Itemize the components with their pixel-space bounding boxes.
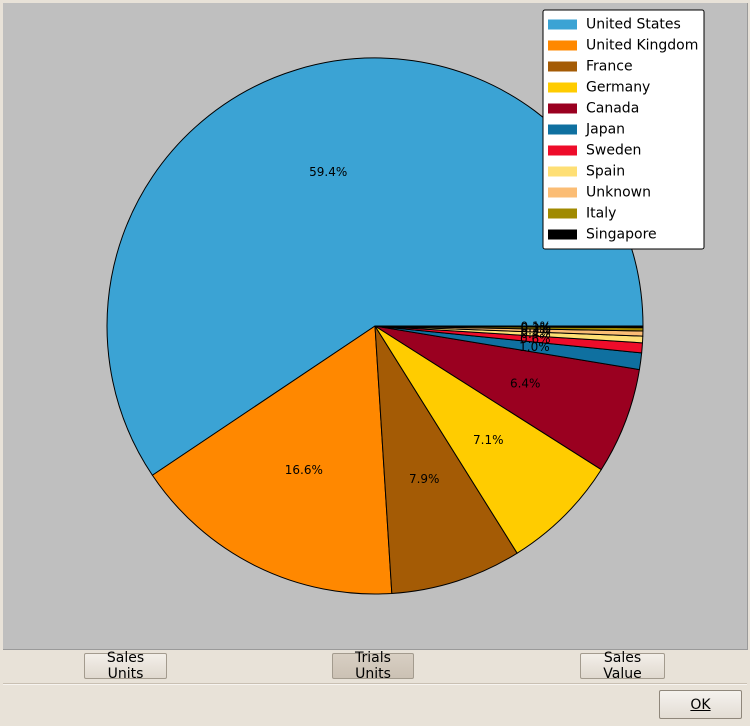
- legend-box: [542, 9, 705, 250]
- legend-label-singapore: Singapore: [586, 227, 657, 243]
- legend-swatch-united-kingdom: [548, 40, 577, 51]
- percentage-labels: 59.4% 16.6% 7.9% 7.1% 6.4% 1.0%0.6%0.4%0.3%0.…: [285, 165, 551, 486]
- pct-label-singapore: 0.1%: [521, 320, 552, 334]
- slice-france: [374, 325, 518, 594]
- legend-swatch-singapore: [548, 229, 577, 240]
- legend-label-italy: Italy: [586, 206, 616, 222]
- legend-label-spain: Spain: [586, 164, 625, 180]
- sales-units-button[interactable]: Sales Units: [84, 650, 167, 682]
- pct-label-spain: 0.4%: [520, 327, 551, 341]
- sales-value-button[interactable]: Sales Value: [580, 650, 665, 682]
- pct-label-united-kingdom: 16.6%: [285, 463, 323, 477]
- legend: United States United Kingdom France Germany…: [542, 9, 705, 250]
- chart-panel: 59.4% 16.6% 7.9% 7.1% 6.4% 1.0% 0.6% 0.4% 0.3% 0.…: [3, 3, 748, 650]
- pct-label-united-states: 59.4%: [309, 165, 347, 179]
- separator: [3, 683, 747, 685]
- legend-swatch-canada: [548, 103, 577, 114]
- legend-swatch-italy: [548, 208, 577, 219]
- slice-germany: [374, 325, 602, 554]
- legend-label-united-kingdom: United Kingdom: [586, 38, 698, 54]
- trials-units-button[interactable]: Trials Units: [332, 650, 414, 682]
- ok-button[interactable]: OK: [659, 690, 742, 719]
- pct-label-canada: 6.4%: [510, 376, 541, 390]
- legend-label-united-states: United States: [586, 17, 681, 33]
- slice-singapore: [374, 325, 644, 329]
- legend-swatch-sweden: [548, 145, 577, 156]
- legend-label-unknown: Unknown: [586, 185, 651, 201]
- pct-label-unknown: 0.3%: [520, 324, 551, 338]
- pct-label-france: 7.9%: [409, 472, 440, 486]
- pct-label-italy: 0.2%: [521, 321, 552, 335]
- pie-chart: 59.4% 16.6% 7.9% 7.1% 6.4% 1.0%0.6%0.4%0.3%0.…: [106, 9, 705, 595]
- legend-label-japan: Japan: [585, 122, 625, 138]
- legend-swatch-france: [548, 61, 577, 72]
- slice-united-kingdom: [151, 325, 393, 595]
- legend-label-canada: Canada: [586, 101, 639, 117]
- legend-swatch-germany: [548, 82, 577, 93]
- legend-label-france: France: [586, 59, 633, 75]
- legend-label-sweden: Sweden: [586, 143, 641, 159]
- ok-label: OK: [690, 696, 711, 713]
- pie-slices: [106, 57, 644, 595]
- legend-swatch-unknown: [548, 187, 577, 198]
- pct-label-sweden: 0.6%: [520, 332, 551, 346]
- legend-swatch-spain: [548, 166, 577, 177]
- pct-label-japan: 1.0%: [519, 340, 550, 354]
- pct-label-germany: 7.1%: [473, 433, 504, 447]
- legend-label-germany: Germany: [586, 80, 650, 96]
- legend-swatch-japan: [548, 124, 577, 135]
- legend-swatch-united-states: [548, 19, 577, 30]
